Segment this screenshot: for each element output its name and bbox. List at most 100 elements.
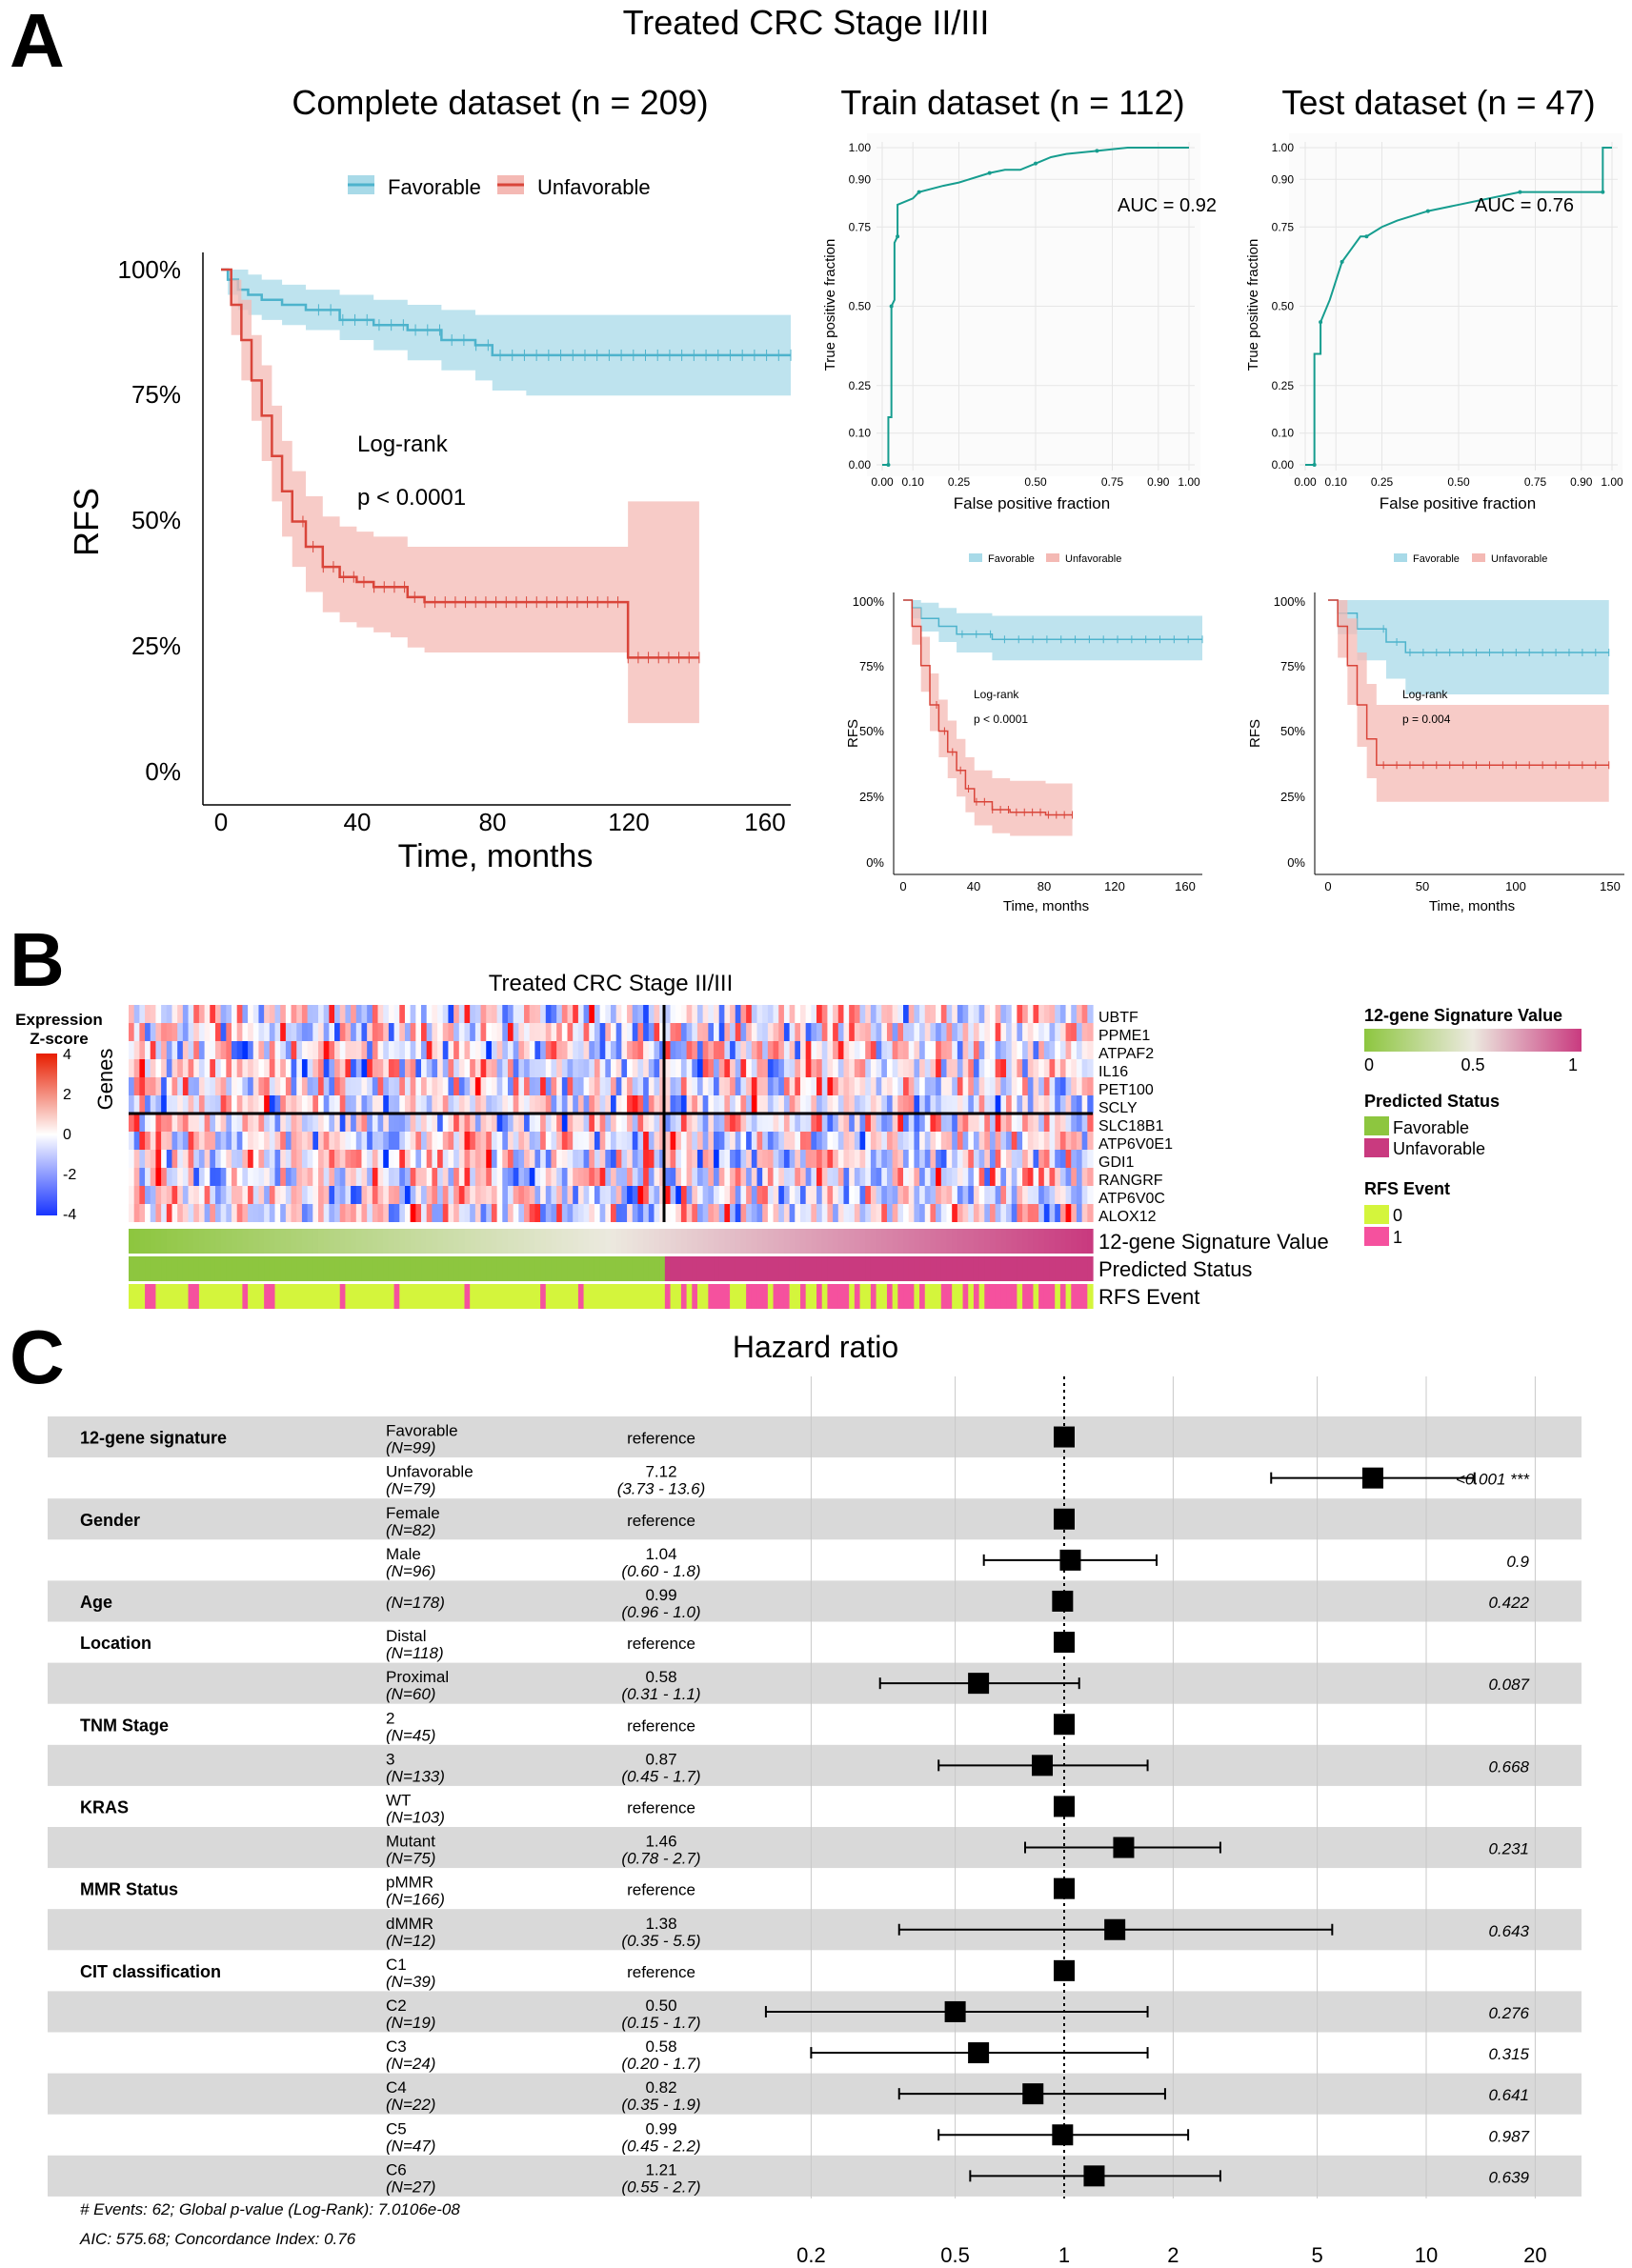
legend-event-swatch-1	[1364, 1227, 1389, 1246]
heatmap-cell	[968, 1186, 975, 1204]
annotation-label: RFS Event	[1098, 1285, 1199, 1309]
heatmap-cell	[811, 1168, 817, 1186]
heatmap-cell	[708, 1114, 715, 1132]
heatmap-cell	[730, 1005, 736, 1023]
heatmap-cell	[936, 1023, 942, 1041]
event-track-cell	[437, 1284, 444, 1309]
heatmap-cell	[513, 1041, 519, 1059]
signature-track-cell	[876, 1229, 882, 1254]
heatmap-cell	[317, 1095, 325, 1114]
heatmap-cell	[258, 1041, 265, 1059]
forest-variable: Gender	[80, 1511, 140, 1530]
heatmap-cell	[1065, 1095, 1072, 1114]
heatmap-cell	[171, 1041, 178, 1059]
heatmap-cell	[307, 1150, 313, 1168]
forest-pvalue: 0.641	[1488, 2086, 1529, 2104]
heatmap-cell	[551, 1041, 557, 1059]
heatmap-cell	[714, 1168, 720, 1186]
roc-train-auc: AUC = 0.92	[1118, 195, 1217, 216]
gene-label: RANGRF	[1098, 1173, 1163, 1189]
heatmap-cell	[762, 1023, 769, 1041]
status-track-cell	[680, 1256, 688, 1281]
heatmap-cell	[957, 1005, 964, 1023]
status-track-cell	[145, 1256, 151, 1281]
roc-test-panel	[1289, 133, 1622, 476]
heatmap-cell	[696, 1041, 704, 1059]
heatmap-cell	[876, 1168, 882, 1186]
heatmap-cell	[458, 1005, 466, 1023]
heatmap-cell	[377, 1077, 384, 1095]
gene-label: SLC18B1	[1098, 1118, 1164, 1134]
heatmap-cell	[664, 1132, 672, 1150]
heatmap-cell	[133, 1041, 140, 1059]
heatmap-cell	[849, 1095, 856, 1114]
status-track-cell	[762, 1256, 769, 1281]
heatmap-cell	[470, 1168, 476, 1186]
heatmap-cell	[513, 1168, 519, 1186]
heatmap-cell	[573, 1023, 579, 1041]
heatmap-cell	[714, 1059, 720, 1077]
heatmap-cell	[724, 1114, 731, 1132]
heatmap-cell	[236, 1132, 243, 1150]
roc-xtick: 0.75	[1524, 475, 1547, 489]
signature-track-cell	[778, 1229, 785, 1254]
event-track-cell	[881, 1284, 888, 1309]
heatmap-cell	[437, 1186, 444, 1204]
heatmap-cell	[735, 1114, 742, 1132]
heatmap-cell	[242, 1005, 249, 1023]
heatmap-cell	[334, 1204, 341, 1222]
heatmap-cell	[242, 1186, 249, 1204]
forest-ci: (0.45 - 1.7)	[621, 1767, 700, 1785]
forest-level: Unfavorable	[386, 1463, 473, 1481]
heatmap-cell	[816, 1150, 823, 1168]
heatmap-cell	[453, 1132, 460, 1150]
signature-track-cell	[399, 1229, 406, 1254]
heatmap-cell	[984, 1186, 991, 1204]
heatmap-cell	[1011, 1114, 1018, 1132]
forest-variable: MMR Status	[80, 1880, 178, 1899]
heatmap-cell	[859, 1041, 866, 1059]
event-track-cell	[232, 1284, 238, 1309]
forest-level: Male	[386, 1545, 421, 1563]
status-track-cell	[816, 1256, 823, 1281]
event-track-cell	[718, 1284, 725, 1309]
signature-track-cell	[258, 1229, 265, 1254]
heatmap-cell	[133, 1023, 140, 1041]
heatmap-cell	[361, 1186, 368, 1204]
heatmap-cell	[827, 1005, 834, 1023]
heatmap-cell	[291, 1041, 297, 1059]
heatmap-cell	[361, 1005, 368, 1023]
heatmap-cell	[383, 1077, 390, 1095]
heatmap-cell	[1055, 1150, 1061, 1168]
heatmap-cell	[1087, 1041, 1094, 1059]
heatmap-cell	[1076, 1114, 1083, 1132]
heatmap-cell	[1038, 1168, 1045, 1186]
heatmap-cell	[464, 1204, 471, 1222]
heatmap-cell	[936, 1132, 942, 1150]
heatmap-cell	[1027, 1041, 1035, 1059]
heatmap-cell	[280, 1150, 287, 1168]
heatmap-cell	[789, 1023, 796, 1041]
heatmap-cell	[470, 1095, 476, 1114]
heatmap-cell	[735, 1077, 742, 1095]
heatmap-cell	[605, 1041, 612, 1059]
heatmap-cell	[486, 1059, 493, 1077]
panel-label-c: C	[10, 1315, 65, 1399]
heatmap-ylabel: Genes	[93, 1049, 117, 1111]
event-track-cell	[621, 1284, 628, 1309]
heatmap-cell	[876, 1077, 882, 1095]
heatmap-cell	[502, 1023, 509, 1041]
heatmap-cell	[323, 1041, 330, 1059]
status-track-cell	[1059, 1256, 1067, 1281]
status-track-cell	[312, 1256, 319, 1281]
heatmap-cell	[280, 1095, 287, 1114]
heatmap-cell	[1076, 1095, 1083, 1114]
event-track-cell	[859, 1284, 866, 1309]
heatmap-cell	[139, 1114, 146, 1132]
heatmap-cell	[355, 1077, 363, 1095]
heatmap-cell	[648, 1186, 655, 1204]
event-track-cell	[561, 1284, 569, 1309]
heatmap-cell	[474, 1168, 482, 1186]
heatmap-cell	[1071, 1077, 1078, 1095]
heatmap-cell	[561, 1041, 569, 1059]
